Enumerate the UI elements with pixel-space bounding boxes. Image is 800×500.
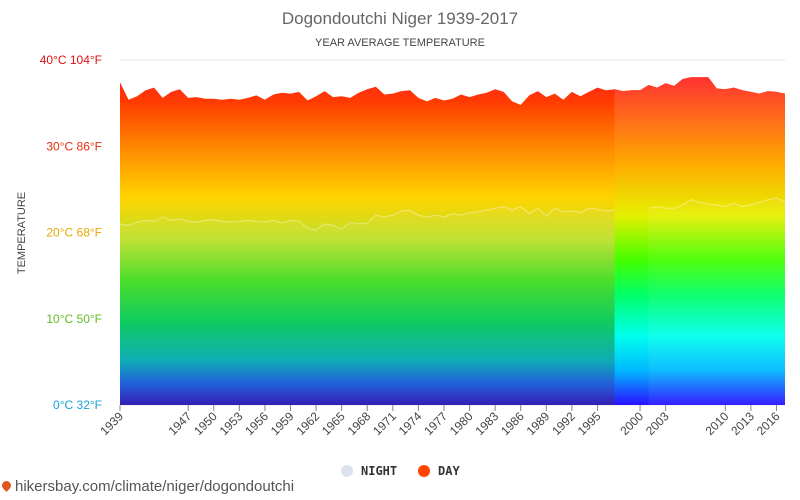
- x-axis-ticks: 1939 194719501953195619591962196519681971…: [97, 405, 783, 438]
- legend-label-day[interactable]: DAY: [438, 464, 460, 478]
- source-link[interactable]: hikersbay.com/climate/niger/dogondoutchi: [0, 478, 295, 495]
- x-tick-label: 1968: [345, 409, 374, 438]
- night-area: [120, 206, 615, 405]
- legend-marker-day: [418, 465, 430, 477]
- x-tick-label: 1980: [447, 409, 476, 438]
- x-tick-label: 1989: [524, 409, 553, 438]
- night-line: [119, 205, 615, 231]
- x-tick-label: 2016: [754, 409, 783, 438]
- x-tick-label: 2003: [643, 409, 672, 438]
- x-tick-label: 1939: [97, 409, 126, 438]
- x-tick-label: 1962: [293, 409, 322, 438]
- y-tick-label: 40°C 104°F: [40, 53, 102, 67]
- day-area-unshaded: [614, 77, 785, 406]
- x-tick-label: 1995: [575, 409, 604, 438]
- x-tick-label: 1977: [421, 409, 450, 438]
- x-tick-label: 1974: [396, 409, 425, 438]
- x-tick-label: 2013: [728, 409, 757, 438]
- x-tick-label: 2000: [617, 409, 646, 438]
- chart-title: Dogondoutchi Niger 1939-2017: [282, 9, 518, 28]
- x-tick-label: 1950: [191, 409, 220, 438]
- legend-label-night[interactable]: NIGHT: [361, 464, 397, 478]
- source-text: hikersbay.com/climate/niger/dogondoutchi: [15, 478, 295, 495]
- x-tick-label: 1953: [217, 409, 246, 438]
- y-tick-label: 0°C 32°F: [53, 398, 102, 412]
- x-tick-label: 1956: [242, 409, 271, 438]
- night-line: [648, 197, 786, 209]
- x-tick-label: 1959: [268, 409, 297, 438]
- plot-areas: [119, 77, 786, 406]
- x-tick-label: 1986: [498, 409, 527, 438]
- night-area: [648, 198, 785, 405]
- x-tick-label: 1983: [472, 409, 501, 438]
- y-tick-label: 20°C 68°F: [46, 226, 102, 240]
- x-tick-label: 1992: [549, 409, 578, 438]
- x-tick-label: 1971: [370, 409, 399, 438]
- location-pin-icon: [0, 479, 13, 492]
- y-axis-ticks: 0°C 32°F 10°C 50°F 20°C 68°F 30°C 86°F 40°C …: [40, 53, 102, 412]
- x-tick-label: 1965: [319, 409, 348, 438]
- x-tick-label: 1947: [166, 409, 195, 438]
- x-tick-label: 2010: [703, 409, 732, 438]
- y-axis-label: TEMPERATURE: [16, 192, 28, 274]
- y-tick-label: 10°C 50°F: [46, 312, 102, 326]
- y-tick-label: 30°C 86°F: [46, 139, 102, 153]
- legend-marker-night: [341, 465, 353, 477]
- legend: NIGHT DAY: [341, 464, 460, 478]
- chart-subtitle: YEAR AVERAGE TEMPERATURE: [315, 37, 485, 49]
